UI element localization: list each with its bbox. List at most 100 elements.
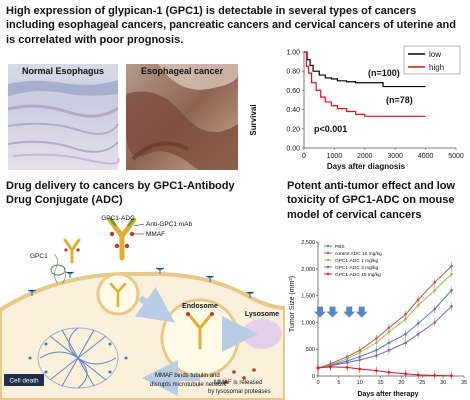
tumor-y-axis-label: Tumor Size (mm³) [289, 276, 296, 332]
esophageal-cancer-label: Esophageal cancer [141, 66, 224, 76]
tumor-point [416, 332, 420, 336]
legend-label-high: high [429, 63, 444, 72]
tumor-point [450, 272, 453, 276]
tumor-x-tick: 5 [337, 380, 340, 386]
dosing-arrows [314, 306, 368, 318]
normal-esophagus-photo [8, 64, 120, 170]
tumor-axes: 0 500 1,000 1,500 2,000 2,500 0 5 10 15 20 25 30 35 [301, 240, 467, 386]
anti-gpc1-label: Anti-GPC1 mAb [146, 221, 193, 228]
tumor-point [433, 307, 437, 311]
binds-tubulin-line2: disrupts microtubule network [150, 382, 227, 388]
tumor-point [450, 264, 453, 268]
tumor-x-tick: 20 [398, 380, 404, 386]
tumor-point [375, 341, 378, 345]
tumor-point [416, 322, 420, 325]
survival-y-axis-label: Survival [249, 104, 258, 135]
tumor-y-tick: 500 [306, 347, 315, 353]
tumor-x-tick: 30 [440, 380, 446, 386]
survival-x-tick: 3000 [387, 153, 403, 160]
tumor-point [358, 358, 362, 362]
tumor-series-1 [316, 262, 453, 372]
normal-esophagus-label: Normal Esophagus [22, 66, 104, 76]
mmaf-label: MMAF [146, 231, 165, 238]
n-high-label: (n=78) [386, 95, 413, 105]
tumor-legend-label: GPC1-ADC 10 mg/kg [335, 272, 381, 278]
tumor-legend-label: PBS [335, 244, 345, 250]
tumor-point [345, 361, 349, 364]
tumor-point [404, 372, 407, 376]
tumor-y-tick: 2,000 [301, 267, 315, 273]
tumor-point [358, 367, 362, 371]
cell-death-box: Cell death [4, 374, 44, 386]
survival-x-tick: 0 [302, 153, 306, 160]
tumor-point [316, 366, 320, 370]
dosing-arrow-icon [355, 306, 368, 318]
adc-binding-gpc1 [50, 238, 81, 285]
tumor-point [433, 321, 437, 324]
top-headline: High expression of glypican-1 (GPC1) is … [6, 5, 456, 46]
tumor-size-chart: 0 500 1,000 1,500 2,000 2,500 0 5 10 15 20 25 30 35 P… [289, 240, 467, 398]
lysosome-label: Lysosome [245, 311, 279, 318]
tumor-point [375, 369, 378, 372]
lysosome: Lysosome [242, 311, 282, 349]
released-line1: MMAF is released [214, 380, 262, 386]
pathway-arrows [134, 286, 258, 396]
tumor-point [375, 354, 378, 357]
tumor-point [450, 305, 453, 308]
survival-x-tick: 2000 [357, 153, 373, 160]
gpc1-adc-antibody [107, 217, 137, 261]
endosome-label: Endosome [182, 303, 218, 310]
tumor-x-tick: 35 [461, 380, 467, 386]
survival-x-axis-label: Days after diagnosis [327, 162, 406, 171]
survival-y-tick: 0.20 [286, 126, 300, 133]
tumor-x-tick: 10 [357, 380, 363, 386]
cell-death-label: Cell death [9, 378, 39, 385]
tumor-point [416, 373, 420, 377]
survival-x-tick: 5000 [448, 153, 464, 160]
tumor-y-tick: 1,500 [301, 294, 315, 300]
tumor-point [450, 374, 453, 378]
dosing-arrow-icon [343, 306, 356, 318]
tumor-x-tick: 25 [419, 380, 425, 386]
internalization-vesicle [96, 272, 140, 316]
survival-lines [304, 51, 426, 117]
released-line2: by lysosomal proteases [208, 389, 271, 395]
tumor-y-tick: 2,500 [301, 240, 315, 246]
tumor-point [416, 298, 420, 302]
drug-delivery-headline: Drug delivery to cancers by GPC1-Antibod… [6, 180, 235, 207]
tumor-point [450, 288, 453, 292]
tumor-point [416, 303, 420, 307]
survival-x-tick: 4000 [418, 153, 434, 160]
gpc1-adc-label: GPC1-ADC [101, 215, 135, 222]
survival-y-tick: 0.60 [286, 88, 300, 95]
legend-label-low: low [429, 50, 441, 59]
survival-x-tick: 1000 [327, 153, 343, 160]
tumor-point [387, 341, 391, 345]
tumor-legend-label: control ADC 10 mg/kg [335, 251, 382, 257]
binds-tubulin-line1: MMAF binds tubulin and [155, 373, 220, 379]
tumor-x-axis-label: Days after therapy [357, 391, 418, 398]
dosing-arrow-icon [314, 306, 326, 318]
tumor-x-tick: 15 [378, 380, 384, 386]
tumor-point [404, 332, 407, 336]
tumor-point [433, 280, 437, 284]
tumor-legend-label: GPC1-ADC 3 mg/kg [335, 265, 379, 271]
tumor-point [387, 370, 391, 374]
tumor-point [387, 326, 391, 330]
histology-photos: Normal Esophagus Esophageal cancer [8, 64, 238, 170]
esophageal-cancer-photo [126, 64, 238, 170]
tumor-point [404, 341, 407, 345]
adc-mechanism-diagram: Endosome Lysosome [0, 215, 285, 400]
tumor-point [345, 366, 349, 369]
membrane-receptors [27, 267, 255, 298]
microtubule-network [28, 327, 128, 389]
tumor-point [433, 288, 437, 292]
tumor-x-tick: 0 [316, 380, 319, 386]
tumor-series-0 [316, 286, 453, 372]
survival-axes: 0.00 0.20 0.40 0.60 0.80 1.00 0 1000 2000 3000 400… [286, 50, 464, 161]
survival-series-low [304, 51, 426, 88]
dosing-arrow-icon [326, 306, 339, 318]
tumor-point [404, 313, 407, 316]
released-mmaf-dots [224, 368, 256, 384]
